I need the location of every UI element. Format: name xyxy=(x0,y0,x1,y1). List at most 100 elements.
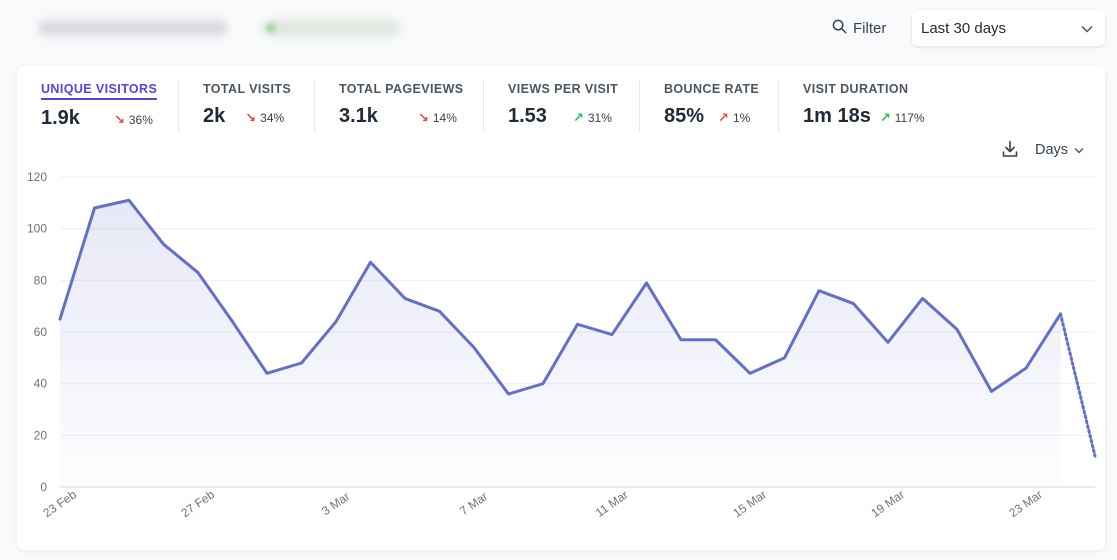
metric-total-visits[interactable]: Total visits 2k ↘ 34% xyxy=(203,80,291,136)
top-bar: Filter Last 30 days xyxy=(0,0,1117,58)
data-point xyxy=(921,296,925,300)
data-point xyxy=(714,338,718,342)
data-point xyxy=(93,206,97,210)
x-tick-label: 7 Mar xyxy=(457,489,490,518)
divider xyxy=(639,80,640,132)
metric-change: ↗ 1% xyxy=(718,110,750,126)
y-tick-label: 80 xyxy=(34,273,48,287)
x-tick-label: 3 Mar xyxy=(319,489,352,518)
site-switcher[interactable] xyxy=(38,20,228,36)
metric-change: ↘ 36% xyxy=(114,112,153,128)
arrow-up-right-icon: ↗ xyxy=(572,110,584,125)
x-tick-label: 11 Mar xyxy=(593,488,631,520)
data-point xyxy=(748,371,752,375)
current-visitors-indicator[interactable] xyxy=(262,20,400,36)
data-point xyxy=(403,296,407,300)
y-tick-label: 20 xyxy=(34,428,48,442)
data-point xyxy=(541,382,545,386)
metric-label: Unique visitors xyxy=(41,82,158,100)
metric-label: Visit duration xyxy=(803,82,909,96)
metric-value: 1.53 xyxy=(508,105,547,127)
download-icon xyxy=(1002,140,1018,162)
metric-value: 1m 18s xyxy=(803,105,871,127)
metric-change: ↘ 14% xyxy=(418,110,457,126)
period-select[interactable]: Last 30 days xyxy=(912,10,1105,46)
metric-change-value: 14% xyxy=(432,111,457,125)
metric-value: 2k xyxy=(203,105,226,127)
series-line-partial xyxy=(1059,312,1097,458)
metric-views-per-visit[interactable]: Views per visit 1.53 ↗ 31% xyxy=(508,80,618,136)
divider xyxy=(314,80,315,132)
x-tick-label: 27 Feb xyxy=(178,487,217,520)
data-point xyxy=(334,320,338,324)
metric-label: Total pageviews xyxy=(339,82,464,96)
live-dot-icon xyxy=(266,23,276,33)
filter-label: Filter xyxy=(853,19,887,37)
data-point xyxy=(990,389,994,393)
data-point xyxy=(645,281,649,285)
metric-total-pageviews[interactable]: Total pageviews 3.1k ↘ 14% xyxy=(339,80,464,136)
data-point xyxy=(576,322,580,326)
metric-change-value: 31% xyxy=(587,111,612,125)
data-point xyxy=(610,333,614,337)
filter-button[interactable]: Filter xyxy=(824,12,894,44)
arrow-down-right-icon: ↘ xyxy=(113,112,125,127)
metric-change-value: 1% xyxy=(732,111,751,125)
data-point xyxy=(300,361,304,365)
metric-label: Bounce rate xyxy=(664,82,760,96)
x-tick-label: 15 Mar xyxy=(730,487,769,520)
data-point xyxy=(231,320,235,324)
y-tick-label: 40 xyxy=(34,377,48,391)
divider xyxy=(778,80,779,132)
data-point xyxy=(438,309,442,313)
metric-label: Views per visit xyxy=(508,82,619,96)
x-tick-label: 23 Mar xyxy=(1006,487,1045,520)
arrow-up-right-icon: ↗ xyxy=(879,110,891,125)
metric-unique-visitors[interactable]: Unique visitors 1.9k ↘ 36% xyxy=(41,80,158,136)
metric-value: 1.9k xyxy=(41,107,80,129)
metric-change-value: 117% xyxy=(894,111,925,125)
data-point xyxy=(1024,366,1028,370)
metric-value: 85% xyxy=(664,105,705,127)
y-tick-label: 100 xyxy=(27,222,47,236)
chevron-down-icon xyxy=(1074,142,1084,158)
arrow-down-right-icon: ↘ xyxy=(245,110,257,125)
metric-change: ↗ 117% xyxy=(880,110,925,126)
data-point xyxy=(369,260,373,264)
metrics-row: Unique visitors 1.9k ↘ 36% Total visits … xyxy=(17,80,1105,136)
data-point xyxy=(472,346,476,350)
metric-change-value: 34% xyxy=(260,111,285,125)
download-button[interactable] xyxy=(1002,140,1022,162)
y-tick-label: 60 xyxy=(34,325,48,339)
interval-label: Days xyxy=(1035,142,1069,158)
data-point xyxy=(507,392,511,396)
data-point xyxy=(679,338,683,342)
metric-value: 3.1k xyxy=(339,105,378,127)
data-point xyxy=(196,271,200,275)
data-point xyxy=(1093,454,1097,458)
data-point xyxy=(1059,312,1063,316)
x-tick-label: 19 Mar xyxy=(868,487,907,520)
data-point xyxy=(852,302,856,306)
stats-card: Unique visitors 1.9k ↘ 36% Total visits … xyxy=(17,66,1105,550)
chevron-down-icon xyxy=(1081,20,1093,37)
series-area xyxy=(60,200,1061,487)
metric-visit-duration[interactable]: Visit duration 1m 18s ↗ 117% xyxy=(803,80,925,136)
metric-change-value: 36% xyxy=(128,113,153,127)
metric-change: ↗ 31% xyxy=(573,110,612,126)
arrow-up-right-icon: ↗ xyxy=(718,110,729,125)
y-tick-label: 0 xyxy=(40,480,47,494)
data-point xyxy=(817,289,821,293)
metric-change: ↘ 34% xyxy=(245,110,284,126)
data-point xyxy=(783,356,787,360)
divider xyxy=(178,80,179,132)
search-icon xyxy=(832,19,847,38)
metric-bounce-rate[interactable]: Bounce rate 85% ↗ 1% xyxy=(664,80,759,136)
period-value: Last 30 days xyxy=(921,19,1007,37)
series-line xyxy=(58,198,1062,396)
data-point xyxy=(127,198,131,202)
arrow-down-right-icon: ↘ xyxy=(417,110,429,125)
interval-select[interactable]: Days xyxy=(1035,142,1084,158)
data-point xyxy=(162,242,166,246)
